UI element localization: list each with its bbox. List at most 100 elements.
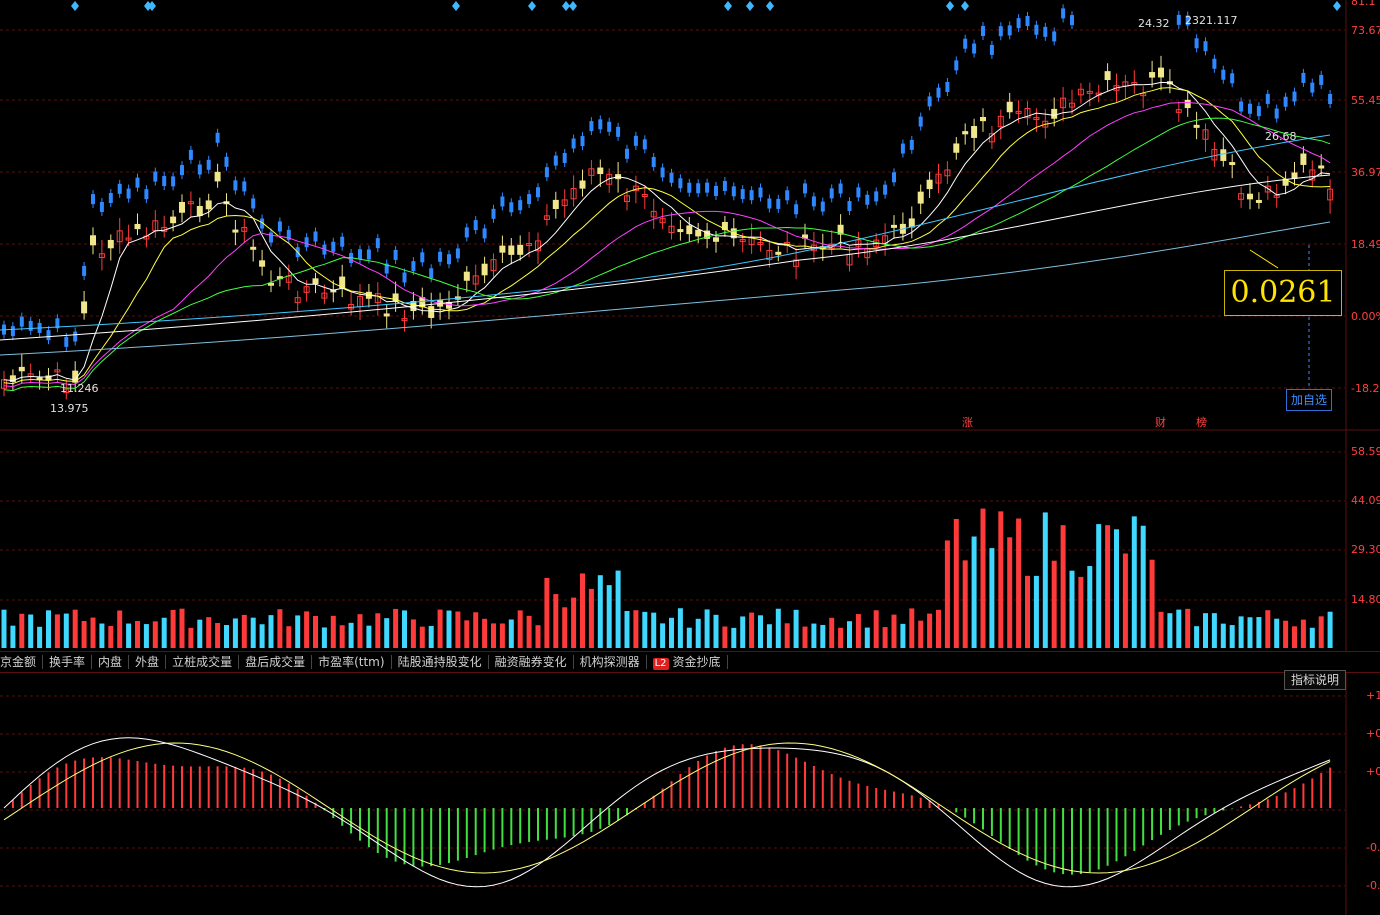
volume-bar: [215, 623, 221, 648]
volume-bar: [357, 614, 363, 648]
tab-inner[interactable]: 内盘: [92, 655, 130, 669]
candle-body: [971, 126, 978, 138]
candle-body: [757, 241, 764, 245]
volume-bar: [321, 627, 327, 648]
candle-body: [383, 313, 390, 317]
volume-bar: [348, 622, 354, 648]
tooltip-pointer: [1249, 249, 1279, 269]
tab-margin[interactable]: 融资融券变化: [489, 655, 574, 669]
volume-bar: [1229, 625, 1235, 648]
tab-institution[interactable]: 机构探测器: [574, 655, 647, 669]
candle-body: [1247, 193, 1253, 200]
volume-bar: [1060, 525, 1066, 648]
tab-turnover[interactable]: 换手率: [43, 655, 93, 669]
volume-bar: [900, 623, 906, 648]
tab-amount[interactable]: 京金额: [0, 655, 44, 669]
volume-axis-label: 58.59: [1351, 445, 1380, 458]
candle-body: [170, 216, 177, 224]
volume-bar: [633, 610, 639, 648]
candle-body: [517, 244, 524, 255]
candle-body: [526, 243, 533, 247]
low-label-right: 13.975: [50, 402, 89, 415]
candle-body: [721, 221, 728, 231]
candle-body: [312, 278, 319, 285]
volume-bar: [1114, 529, 1119, 648]
volume-bar: [188, 627, 194, 648]
volume-bar: [46, 610, 51, 648]
event-diamond-icon: [946, 1, 954, 11]
candle-body: [686, 225, 693, 235]
volume-bar: [508, 619, 514, 648]
tab-pe-ttm[interactable]: 市盈率(ttm): [312, 655, 392, 669]
volume-bar: [428, 625, 434, 648]
candle-body: [570, 188, 577, 200]
volume-bar: [1158, 611, 1164, 648]
volume-bar: [758, 615, 763, 648]
add-watchlist-button[interactable]: 加自选: [1286, 389, 1332, 411]
candle-body: [953, 143, 960, 153]
candle-body: [54, 369, 61, 373]
volume-bar: [677, 608, 683, 648]
candle-body: [997, 115, 1004, 128]
volume-bar: [1051, 560, 1057, 648]
candle-body: [704, 230, 711, 239]
candle-body: [588, 168, 595, 176]
volume-bar: [1, 609, 7, 648]
volume-bar: [1300, 619, 1306, 648]
tab-volume[interactable]: 立桩成交量: [166, 655, 240, 669]
candle-body: [1024, 108, 1031, 119]
price-axis-label: 55.45: [1351, 94, 1380, 107]
candle-body: [196, 206, 203, 217]
volume-bar: [971, 536, 977, 648]
volume-bar: [10, 625, 16, 648]
volume-bar: [250, 617, 256, 648]
candle-body: [294, 297, 301, 304]
candle-body: [837, 224, 844, 235]
macd-axis-label: -0.: [1366, 841, 1380, 854]
volume-bar: [99, 623, 105, 648]
candle-body: [63, 388, 70, 394]
price-axis-label: 73.67: [1351, 24, 1380, 37]
event-diamond-icon: [528, 1, 536, 11]
volume-bar: [829, 617, 835, 648]
tab-after-hours[interactable]: 盘后成交量: [239, 655, 313, 669]
tab-fund-bottom[interactable]: L2 资金抄底: [647, 655, 728, 670]
candle-body: [1015, 110, 1022, 114]
ma250-line: [0, 221, 1331, 356]
volume-bar: [499, 623, 505, 648]
event-marker-limit: 涨: [962, 416, 973, 429]
volume-bar: [962, 560, 968, 648]
ma10-line: [3, 87, 1331, 385]
candle-body: [1149, 72, 1156, 78]
volume-bar: [936, 609, 941, 648]
volume-bar: [393, 608, 399, 648]
tab-outer[interactable]: 外盘: [129, 655, 167, 669]
candle-body: [1300, 153, 1307, 165]
tab-northbound[interactable]: 陆股通持股变化: [392, 655, 489, 669]
indicator-help-button[interactable]: 指标说明: [1283, 670, 1346, 690]
candle-body: [552, 199, 559, 210]
candle-body: [472, 275, 479, 285]
volume-bar: [989, 548, 995, 648]
candle-body: [107, 239, 114, 249]
event-marker-ranking: 榜: [1196, 415, 1207, 429]
volume-bar: [143, 624, 149, 648]
volume-bar: [847, 621, 852, 648]
price-axis-label: 81.1: [1351, 0, 1376, 8]
candle-body: [1086, 90, 1093, 94]
candle-body: [935, 173, 942, 184]
volume-bar: [544, 577, 550, 648]
volume-bar: [1078, 576, 1084, 648]
event-marker-finance: 财: [1155, 415, 1166, 429]
volume-bar: [571, 597, 577, 648]
volume-bar: [1327, 611, 1333, 648]
candle-body: [624, 195, 630, 203]
candle-body: [1327, 188, 1334, 201]
volume-bar: [1220, 623, 1226, 648]
volume-bar: [1025, 575, 1030, 648]
volume-bar: [918, 620, 924, 648]
candle-body: [891, 224, 897, 228]
volume-bar: [811, 623, 817, 648]
value-tooltip: 0.0261: [1224, 270, 1342, 316]
